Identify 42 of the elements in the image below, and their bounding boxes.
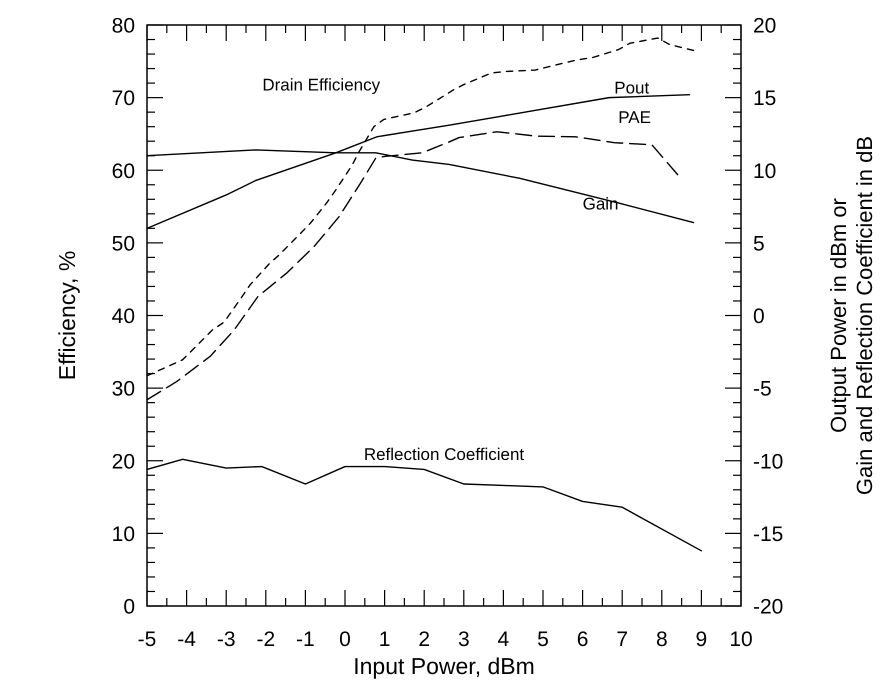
series-label: Gain [582, 194, 619, 214]
y-tick-label: 30 [112, 378, 135, 401]
y-tick-label: 70 [112, 87, 135, 110]
x-tick-label: 1 [378, 628, 390, 651]
x-tick-label: 4 [498, 628, 510, 651]
y-tick-label: 20 [112, 450, 135, 474]
x-axis-title: Input Power, dBm [353, 653, 535, 679]
series-label: Reflection Coefficient [364, 445, 524, 464]
y-tick-label: 0 [123, 596, 135, 618]
x-tick-label: 8 [656, 628, 668, 651]
series-label: PAE [618, 108, 652, 128]
y2-tick-label: -5 [753, 378, 772, 401]
y-tick-label: 10 [112, 522, 135, 546]
series-label: Pout [614, 78, 650, 98]
y-tick-label: 60 [112, 160, 135, 183]
y-axis-title: Efficiency, % [54, 250, 80, 380]
x-tick-label: 7 [616, 628, 628, 651]
series-label: Drain Efficiency [262, 75, 381, 94]
x-tick-label: -5 [138, 628, 156, 651]
y2-tick-label: -10 [753, 450, 784, 474]
y2-tick-label: -15 [753, 522, 784, 546]
y-tick-label: 80 [112, 14, 135, 38]
x-tick-label: -4 [177, 628, 196, 651]
y2-tick-label: 15 [753, 87, 776, 110]
x-tick-label: 3 [458, 628, 470, 651]
x-tick-label: 10 [729, 628, 753, 651]
x-tick-label: 2 [418, 628, 430, 651]
x-tick-label: -1 [296, 628, 315, 651]
y2-tick-label: -20 [753, 596, 784, 618]
x-tick-label: 9 [696, 628, 708, 651]
y-tick-label: 40 [112, 305, 135, 328]
x-tick-label: 0 [339, 628, 351, 651]
x-tick-label: -2 [256, 628, 276, 651]
y2-tick-label: 5 [753, 232, 765, 256]
y2-tick-label: 0 [753, 305, 765, 328]
x-tick-label: -3 [216, 628, 236, 651]
y2-tick-label: 10 [753, 160, 776, 183]
x-tick-label: 5 [537, 628, 549, 651]
y2-tick-label: 20 [753, 14, 776, 38]
x-tick-label: 6 [576, 628, 588, 651]
y-tick-label: 50 [112, 232, 135, 256]
y2-axis-title: Output Power in dBm or Gain and Reflection Coefficient in dB [826, 136, 877, 496]
